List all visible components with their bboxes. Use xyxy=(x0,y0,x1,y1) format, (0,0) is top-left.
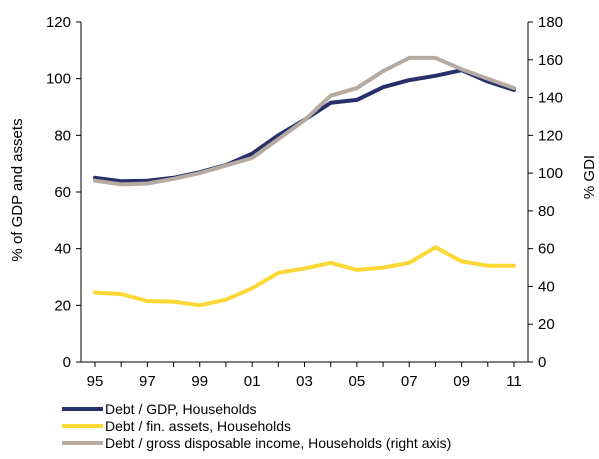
legend-label-3: Debt / gross disposable income, Househol… xyxy=(105,435,451,451)
x-tick-label: 03 xyxy=(296,373,313,390)
legend-label-2: Debt / fin. assets, Households xyxy=(105,418,291,434)
x-tick-label: 05 xyxy=(349,373,366,390)
y-left-tick-label: 120 xyxy=(46,14,71,31)
x-tick-label: 11 xyxy=(506,373,522,390)
y-right-tick-label: 60 xyxy=(538,241,555,258)
y-axis-left-title: % of GDP and assets xyxy=(9,118,26,261)
y-left-tick-label: 100 xyxy=(46,71,71,88)
y-axis-right-title: % GDI xyxy=(581,155,598,199)
y-left-tick-label: 40 xyxy=(54,241,71,258)
x-tick-label: 95 xyxy=(87,373,104,390)
y-right-tick-label: 40 xyxy=(538,278,555,295)
x-tick-label: 09 xyxy=(453,373,470,390)
x-tick-label: 01 xyxy=(244,373,261,390)
y-left-tick-label: 20 xyxy=(54,297,71,314)
series-lines xyxy=(93,55,516,308)
y-right-tick-label: 180 xyxy=(538,14,563,31)
y-left-tick-label: 60 xyxy=(54,184,71,201)
y-right-tick-label: 160 xyxy=(538,52,563,69)
series-line-1 xyxy=(93,68,516,184)
series-line-3 xyxy=(93,55,516,187)
x-tick-label: 07 xyxy=(401,373,418,390)
x-tick-label: 97 xyxy=(139,373,156,390)
axes: 0 20 40 60 80 100 120 0 20 40 60 80 100 120 140 160 180 9… xyxy=(46,14,563,390)
series-line-2 xyxy=(93,245,516,308)
y-right-tick-label: 80 xyxy=(538,203,555,220)
y-right-tick-label: 120 xyxy=(538,127,563,144)
y-right-tick-label: 20 xyxy=(538,316,555,333)
x-tick-label: 99 xyxy=(191,373,208,390)
y-left-tick-label: 80 xyxy=(54,127,71,144)
legend-label-1: Debt / GDP, Households xyxy=(105,401,257,417)
y-right-tick-label: 140 xyxy=(538,90,563,107)
y-right-tick-label: 100 xyxy=(538,165,563,182)
y-right-tick-label: 0 xyxy=(538,354,546,371)
y-left-tick-label: 0 xyxy=(63,354,71,371)
